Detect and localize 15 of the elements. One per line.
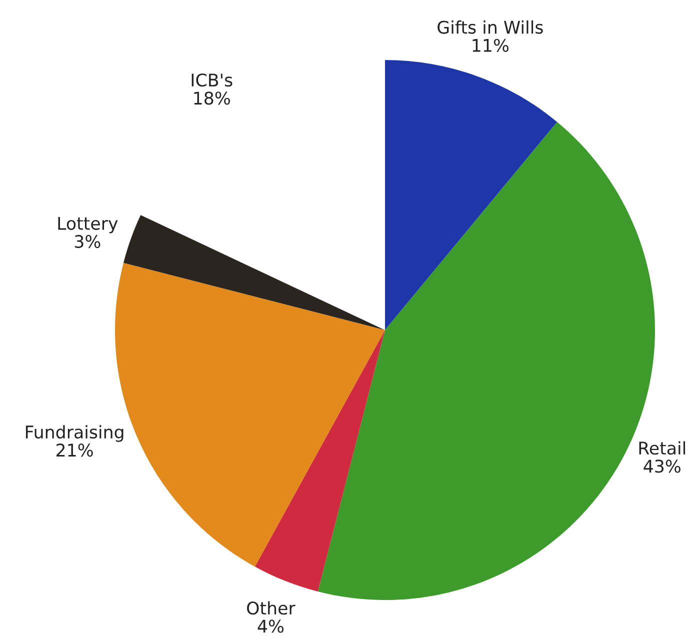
pie-slice: [385, 60, 558, 330]
slice-label: Fundraising: [26, 425, 124, 442]
slice-label: Other: [247, 601, 296, 615]
data-label: 11%: [472, 38, 509, 52]
pie-slice: [123, 215, 385, 330]
data-label: 21%: [56, 444, 93, 457]
slice-label: Gifts in Wills: [438, 20, 543, 34]
data-label: 3%: [74, 234, 100, 248]
slice-label: ICB's: [192, 73, 232, 87]
data-label: 18%: [194, 92, 230, 105]
pie-slice: [254, 330, 385, 592]
data-label: 4%: [258, 620, 284, 633]
slice-label: Retail: [639, 441, 686, 455]
data-label: 43%: [644, 460, 680, 473]
slice-label: Lottery: [58, 217, 118, 234]
